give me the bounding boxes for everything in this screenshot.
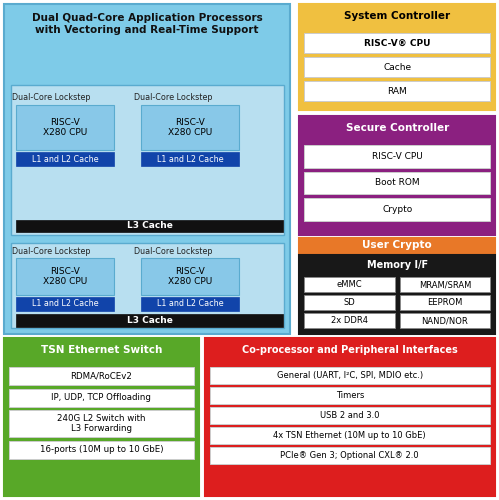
Text: Crypto: Crypto [382,205,412,214]
Text: eMMC: eMMC [337,280,362,289]
Text: RISC-V
X280 CPU: RISC-V X280 CPU [168,266,212,286]
FancyBboxPatch shape [4,338,199,496]
Text: Cache: Cache [383,62,411,72]
FancyBboxPatch shape [400,313,490,328]
Text: Secure Controller: Secure Controller [346,123,449,133]
Text: IP, UDP, TCP Offloading: IP, UDP, TCP Offloading [51,393,151,402]
FancyBboxPatch shape [9,440,194,458]
Text: L3 Cache: L3 Cache [127,316,173,325]
FancyBboxPatch shape [304,313,395,328]
Text: Co-processor and Peripheral Interfaces: Co-processor and Peripheral Interfaces [242,345,458,355]
FancyBboxPatch shape [304,172,490,194]
Text: 16-ports (10M up to 10 GbE): 16-ports (10M up to 10 GbE) [39,445,163,454]
Text: 4x TSN Ethernet (10M up to 10 GbE): 4x TSN Ethernet (10M up to 10 GbE) [273,431,426,440]
FancyBboxPatch shape [299,255,495,334]
Text: RAM: RAM [387,86,407,96]
FancyBboxPatch shape [11,242,284,328]
Text: Dual-Core Lockstep: Dual-Core Lockstep [12,247,91,256]
FancyBboxPatch shape [141,258,239,295]
FancyBboxPatch shape [299,238,495,252]
Text: L1 and L2 Cache: L1 and L2 Cache [32,154,98,164]
Text: User Crypto: User Crypto [362,240,432,250]
FancyBboxPatch shape [210,447,490,464]
Text: EEPROM: EEPROM [427,298,463,307]
Text: L1 and L2 Cache: L1 and L2 Cache [157,154,223,164]
Text: Timers: Timers [336,391,364,400]
Text: Dual Quad-Core Application Processors
with Vectoring and Real-Time Support: Dual Quad-Core Application Processors wi… [32,13,262,35]
Text: USB 2 and 3.0: USB 2 and 3.0 [320,411,380,420]
FancyBboxPatch shape [304,33,490,53]
FancyBboxPatch shape [210,407,490,424]
FancyBboxPatch shape [210,427,490,444]
Text: General (UART, I²C, SPI, MDIO etc.): General (UART, I²C, SPI, MDIO etc.) [277,371,423,380]
FancyBboxPatch shape [400,295,490,310]
Text: System Controller: System Controller [344,11,450,21]
FancyBboxPatch shape [9,388,194,406]
FancyBboxPatch shape [16,152,114,166]
Text: L1 and L2 Cache: L1 and L2 Cache [32,300,98,308]
FancyBboxPatch shape [299,116,495,235]
FancyBboxPatch shape [9,410,194,437]
FancyBboxPatch shape [16,105,114,150]
Text: 2x DDR4: 2x DDR4 [331,316,368,325]
FancyBboxPatch shape [205,338,495,496]
FancyBboxPatch shape [299,4,495,110]
Text: TSN Ethernet Switch: TSN Ethernet Switch [40,345,162,355]
Text: Dual-Core Lockstep: Dual-Core Lockstep [134,92,213,102]
Text: RISC-V
X280 CPU: RISC-V X280 CPU [168,118,212,137]
FancyBboxPatch shape [16,258,114,295]
Text: 240G L2 Switch with
L3 Forwarding: 240G L2 Switch with L3 Forwarding [57,414,146,433]
FancyBboxPatch shape [304,295,395,310]
FancyBboxPatch shape [210,367,490,384]
Text: RISC-V CPU: RISC-V CPU [372,152,423,161]
FancyBboxPatch shape [304,277,395,292]
Text: RISC-V
X280 CPU: RISC-V X280 CPU [43,118,87,137]
FancyBboxPatch shape [304,145,490,168]
Text: NAND/NOR: NAND/NOR [422,316,468,325]
FancyBboxPatch shape [304,57,490,77]
Text: SD: SD [344,298,355,307]
Text: PCIe® Gen 3; Optional CXL® 2.0: PCIe® Gen 3; Optional CXL® 2.0 [280,451,419,460]
Text: L3 Cache: L3 Cache [127,221,173,230]
FancyBboxPatch shape [400,277,490,292]
FancyBboxPatch shape [16,314,283,326]
Text: Boot ROM: Boot ROM [375,178,420,188]
Text: RISC-V
X280 CPU: RISC-V X280 CPU [43,266,87,286]
Text: Dual-Core Lockstep: Dual-Core Lockstep [134,247,213,256]
FancyBboxPatch shape [11,85,284,235]
FancyBboxPatch shape [210,387,490,404]
FancyBboxPatch shape [16,297,114,311]
Text: Dual-Core Lockstep: Dual-Core Lockstep [12,92,91,102]
FancyBboxPatch shape [16,220,283,232]
FancyBboxPatch shape [304,81,490,101]
Text: MRAM/SRAM: MRAM/SRAM [419,280,471,289]
FancyBboxPatch shape [141,297,239,311]
FancyBboxPatch shape [4,4,290,334]
FancyBboxPatch shape [304,198,490,220]
FancyBboxPatch shape [141,105,239,150]
Text: RISC-V® CPU: RISC-V® CPU [364,38,431,48]
FancyBboxPatch shape [9,367,194,385]
Text: RDMA/RoCEv2: RDMA/RoCEv2 [70,372,132,380]
Text: Memory I/F: Memory I/F [367,260,428,270]
Text: L1 and L2 Cache: L1 and L2 Cache [157,300,223,308]
FancyBboxPatch shape [141,152,239,166]
